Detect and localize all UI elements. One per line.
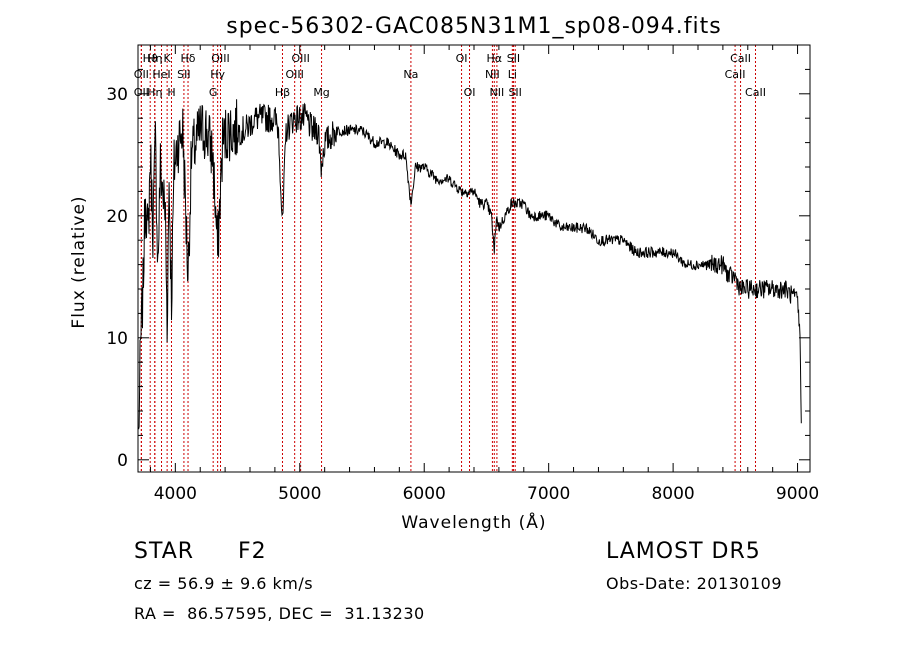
line-label-0: Hη: [147, 52, 162, 65]
line-label-20: Hα: [487, 52, 503, 65]
line-label-1: Hϑ: [143, 52, 158, 65]
line-label-5: Hη: [147, 86, 162, 99]
line-label-3: HeI: [152, 68, 170, 81]
line-label-21: NII: [485, 68, 500, 81]
line-label-13: Hβ: [275, 86, 290, 99]
object-class: STAR: [134, 539, 195, 564]
y-axis-label: Flux (relative): [69, 195, 89, 328]
y-tick-label: 30: [106, 85, 128, 105]
line-label-16: Mg: [313, 86, 329, 99]
line-label-10: OIII: [211, 52, 229, 65]
line-label-25: SII: [508, 86, 521, 99]
x-tick-label: 9000: [776, 484, 819, 504]
y-axis-ticks: 0 10 20 30: [106, 44, 810, 471]
line-label-27: CaII: [725, 68, 746, 81]
line-label-18: OI: [456, 52, 468, 65]
y-tick-label: 20: [106, 207, 128, 227]
line-label-11: Hγ: [210, 68, 225, 81]
line-label-19: OI: [464, 86, 476, 99]
line-label-2: OII: [134, 68, 149, 81]
x-tick-label: 4000: [154, 484, 197, 504]
plot-frame: [137, 44, 811, 473]
line-label-24: Li: [508, 68, 517, 81]
line-label-15: OIII: [285, 68, 303, 81]
survey-name: LAMOST DR5: [606, 539, 761, 564]
line-label-9: SII: [177, 68, 190, 81]
line-label-7: H: [167, 86, 175, 99]
x-tick-label: 8000: [651, 484, 694, 504]
x-tick-label: 7000: [527, 484, 570, 504]
y-tick-label: 0: [117, 451, 128, 471]
y-tick-label: 10: [106, 329, 128, 349]
emission-line-markers: [140, 45, 756, 472]
line-label-6: K: [164, 52, 172, 65]
line-label-28: CaII: [745, 86, 766, 99]
object-subclass: F2: [238, 539, 267, 564]
line-label-14: OIII: [291, 52, 309, 65]
line-label-23: SII: [507, 52, 520, 65]
line-label-17: Na: [403, 68, 418, 81]
obs-date: Obs-Date: 20130109: [606, 574, 783, 593]
line-label-12: G: [209, 86, 218, 99]
chart-title: spec-56302-GAC085N31M1_sp08-094.fits: [226, 14, 722, 39]
line-label-22: NII: [490, 86, 505, 99]
line-label-26: CaII: [730, 52, 751, 65]
spectrum-line: [138, 99, 802, 430]
x-axis-label: Wavelength (Å): [401, 511, 546, 533]
coordinates: RA = 86.57595, DEC = 31.13230: [134, 604, 425, 623]
x-tick-label: 5000: [278, 484, 321, 504]
line-label-8: Hδ: [181, 52, 196, 65]
redshift-readout: cz = 56.9 ± 9.6 km/s: [134, 574, 314, 593]
x-axis-ticks: 4000 5000 6000 7000 8000 9000: [149, 45, 819, 504]
x-tick-label: 6000: [403, 484, 446, 504]
